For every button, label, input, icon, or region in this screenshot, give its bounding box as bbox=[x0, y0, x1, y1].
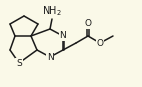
Text: N: N bbox=[47, 52, 53, 62]
Text: O: O bbox=[97, 39, 104, 48]
Text: S: S bbox=[16, 58, 22, 68]
Text: NH$_2$: NH$_2$ bbox=[42, 4, 62, 18]
Text: N: N bbox=[60, 31, 66, 41]
Text: O: O bbox=[84, 19, 91, 29]
